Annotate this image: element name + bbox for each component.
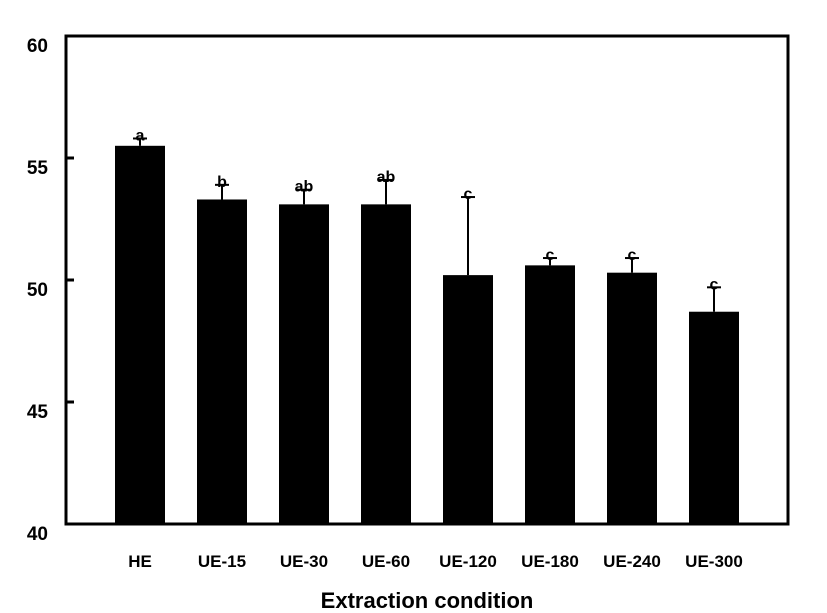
bar [525, 265, 575, 524]
bar [443, 275, 493, 524]
x-tick-label: UE-30 [280, 552, 328, 571]
x-axis-title: Extraction condition [321, 588, 534, 613]
x-tick-labels-group: HE UE-15 UE-30 UE-60 UE-120 UE-180 UE-240 UE-30… [128, 552, 743, 571]
bar [197, 199, 247, 525]
x-tick-label: UE-120 [439, 552, 497, 571]
plot-frame [64, 34, 790, 526]
y-tick-label: 40 [27, 524, 48, 545]
x-tick-label: UE-300 [685, 552, 743, 571]
y-tick-label: 50 [27, 280, 48, 301]
y-ticks-group: 40 45 50 55 60 [27, 34, 74, 545]
significance-label: c [710, 276, 719, 293]
bar [689, 311, 739, 524]
x-tick-label: UE-15 [198, 552, 246, 571]
significance-label: ab [295, 179, 314, 196]
x-tick-label: UE-240 [603, 552, 661, 571]
y-tick-label: 55 [27, 158, 49, 179]
x-tick-label: UE-60 [362, 552, 410, 571]
bars-group [115, 145, 739, 525]
bar [279, 204, 329, 525]
x-tick-label: HE [128, 552, 152, 571]
significance-label: c [464, 186, 473, 203]
y-tick-label: 45 [27, 402, 49, 423]
axes [64, 34, 790, 526]
significance-label: a [136, 127, 145, 144]
error-bars-group [133, 137, 721, 312]
y-tick-label: 60 [27, 36, 48, 57]
significance-label: c [628, 247, 637, 264]
bar [607, 272, 657, 524]
significance-label: ab [377, 169, 396, 186]
bar [115, 145, 165, 525]
significance-label: c [546, 247, 555, 264]
x-tick-label: UE-180 [521, 552, 579, 571]
bar [361, 204, 411, 525]
significance-label: b [217, 174, 227, 191]
